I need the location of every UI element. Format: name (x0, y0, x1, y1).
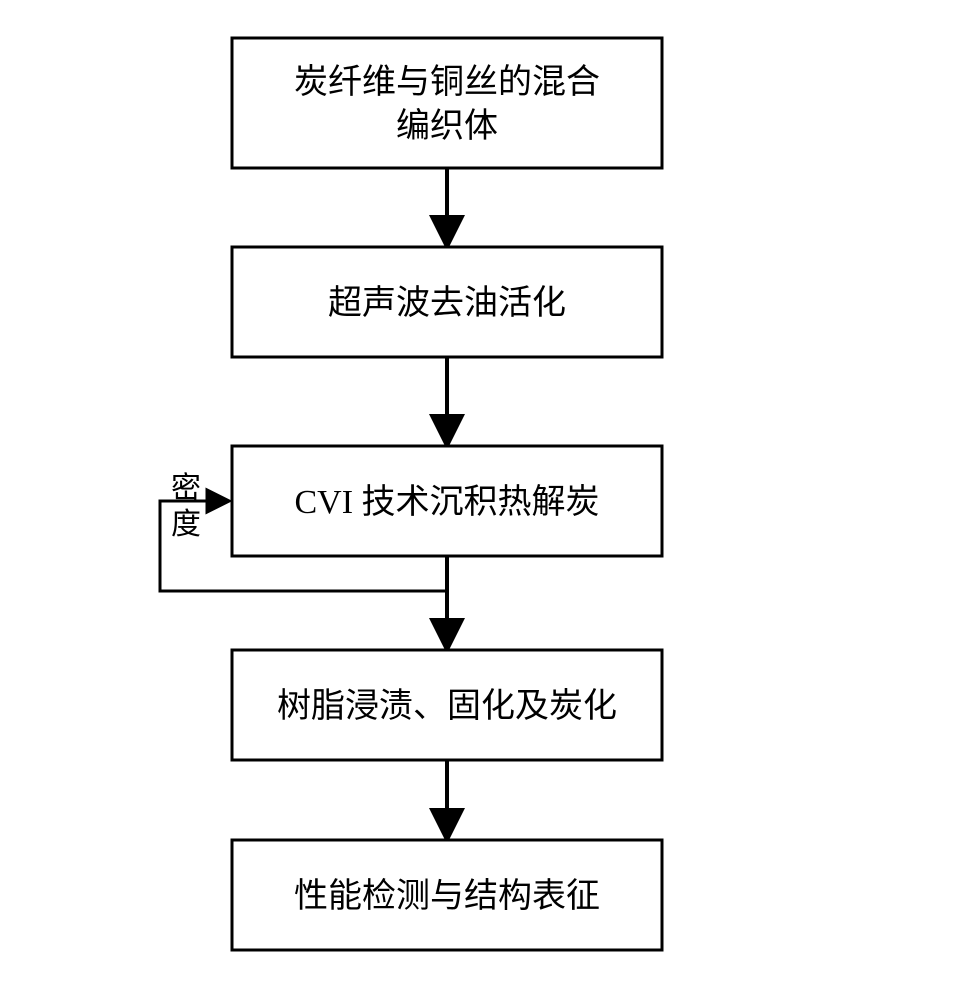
flow-node-text: 编织体 (396, 107, 498, 145)
loop-label: 密 (171, 472, 201, 505)
flow-node-text: 树脂浸渍、固化及炭化 (277, 687, 617, 725)
flow-node-text: CVI 技术沉积热解炭 (294, 483, 599, 521)
flow-node-text: 性能检测与结构表征 (294, 877, 600, 915)
loop-label: 度 (171, 508, 201, 541)
flow-node-box (232, 38, 662, 168)
flow-node-text: 炭纤维与铜丝的混合 (294, 63, 600, 101)
flow-node-text: 超声波去油活化 (328, 284, 566, 322)
